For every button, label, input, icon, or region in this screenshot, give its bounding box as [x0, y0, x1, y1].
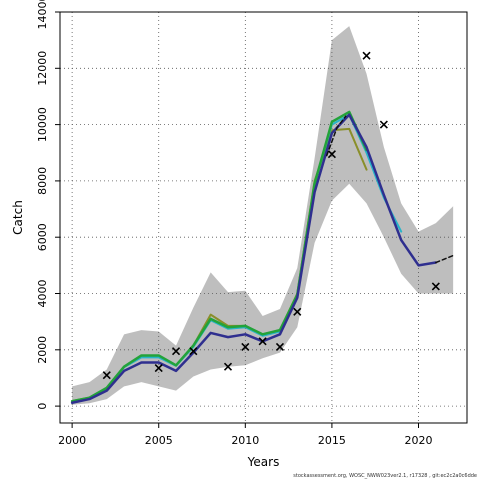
y-tick-label: 4000 — [36, 280, 49, 308]
series-line-4 — [70, 113, 438, 404]
y-tick-label: 2000 — [36, 336, 49, 364]
x-tick-label: 2005 — [145, 434, 173, 447]
x-tick-label: 2015 — [318, 434, 346, 447]
series-layer — [70, 110, 454, 404]
observation-points-layer — [102, 51, 440, 380]
observation-point — [102, 371, 111, 380]
x-tick-label: 2000 — [58, 434, 86, 447]
y-tick-label: 8000 — [36, 167, 49, 195]
series-line-5 — [325, 115, 347, 157]
observation-point — [154, 364, 163, 373]
observation-point — [223, 362, 233, 371]
y-axis: 0 2000 4000 6000 8000 10000 12000 14000 — [36, 0, 60, 410]
observation-point — [327, 150, 336, 159]
observation-point — [241, 342, 250, 352]
observation-point — [189, 347, 198, 356]
x-tick-label: 2020 — [405, 434, 433, 447]
observation-point — [431, 282, 440, 291]
observation-point — [171, 347, 181, 356]
x-tick-label: 2010 — [231, 434, 259, 447]
y-tick-label: 14000 — [36, 0, 49, 30]
y-tick-label: 6000 — [36, 223, 49, 251]
y-tick-label: 10000 — [36, 107, 49, 142]
grid-layer — [60, 11, 467, 423]
series-line-6 — [435, 254, 454, 264]
series-line-3 — [70, 110, 368, 403]
plot-frame — [59, 11, 468, 424]
observation-point — [362, 51, 371, 60]
observation-point — [258, 337, 267, 346]
y-tick-label: 12000 — [36, 51, 49, 86]
x-axis-title: Years — [247, 455, 280, 469]
observation-point — [293, 307, 302, 316]
footer-credit: stockassessment.org, WOSC_NWW023ver2.1, … — [293, 473, 477, 479]
x-axis: 2000 2005 2010 2015 2020 — [58, 423, 433, 447]
confidence-band — [72, 26, 454, 405]
y-axis-title: Catch — [11, 200, 25, 235]
y-tick-label: 0 — [36, 403, 49, 410]
confidence-band-layer — [72, 26, 454, 405]
observation-point — [379, 120, 388, 129]
observation-point — [275, 342, 285, 352]
